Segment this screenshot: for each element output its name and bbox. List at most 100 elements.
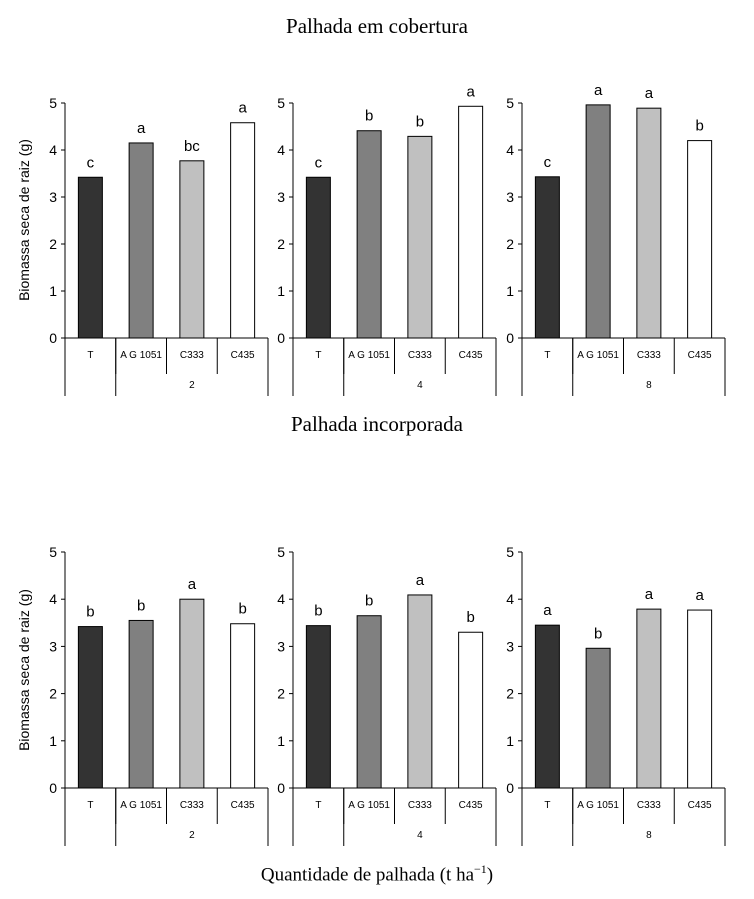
panel-4-sig-letter-4: b: [238, 601, 246, 618]
panel-5-category-label-2: A G 1051: [348, 800, 390, 811]
panel-2-y-tick-label-4: 4: [277, 142, 285, 158]
panel-4-y-tick-label-2: 2: [49, 686, 57, 702]
panel-3-bar-1: [534, 176, 560, 339]
panel-3-sig-letter-3: a: [645, 85, 654, 102]
panel-3-category-label-2: A G 1051: [577, 350, 619, 361]
panel-6-y-tick-label-0: 0: [506, 780, 514, 796]
panel-2-bar-4: [458, 105, 484, 339]
panel-2-y-tick-label-0: 0: [277, 330, 285, 346]
panel-3-category-label-3: C333: [637, 350, 661, 361]
panel-3-y-tick-label-1: 1: [506, 283, 514, 299]
panel-3-bar-4: [687, 140, 713, 339]
panel-1-bar-1: [77, 176, 103, 339]
panel-2-y-tick-label-1: 1: [277, 283, 285, 299]
panel-4-bar-4: [230, 623, 256, 789]
panel-6-y-tick-label-2: 2: [506, 686, 514, 702]
panel-5-bar-3: [407, 594, 433, 789]
panel-1-sig-letter-1: c: [87, 154, 95, 171]
x-axis-label-close: ): [486, 864, 494, 886]
panel-5-y-tick-label-1: 1: [277, 733, 285, 749]
panel-2-category-label-1: T: [315, 350, 321, 361]
panel-6-y-tick-label-1: 1: [506, 733, 514, 749]
panel-3-y-tick-label-3: 3: [506, 189, 514, 205]
panel-2-bar-3: [407, 135, 433, 339]
panel-5-sig-letter-1: b: [314, 603, 322, 620]
panel-2-group-label: 4: [417, 380, 423, 391]
x-axis-label-exponent: −1: [474, 862, 487, 876]
panel-5-sig-letter-2: b: [365, 593, 373, 610]
panel-6-y-tick-label-5: 5: [506, 544, 514, 560]
panel-4-y-tick-label-1: 1: [49, 733, 57, 749]
panel-6-sig-letter-4: a: [695, 587, 704, 604]
x-axis-label: Quantidade de palhada (t ha−1): [0, 862, 754, 886]
panel-2-y-tick-label-5: 5: [277, 95, 285, 111]
panel-5-y-tick-label-0: 0: [277, 780, 285, 796]
panel-2-sig-letter-4: a: [466, 83, 475, 100]
panel-6-sig-letter-3: a: [645, 586, 654, 603]
panel-3-group-label: 8: [646, 380, 652, 391]
panel-1-sig-letter-3: bc: [184, 138, 200, 155]
panel-1-category-label-1: T: [87, 350, 93, 361]
panel-2-category-label-3: C333: [408, 350, 432, 361]
panel-2-bar-2: [356, 130, 382, 339]
panel-4-category-label-4: C435: [231, 800, 255, 811]
panel-4-category-label-1: T: [87, 800, 93, 811]
panel-6-bar-4: [687, 609, 713, 789]
panel-3-sig-letter-4: b: [695, 118, 703, 135]
panel-2-category-label-4: C435: [459, 350, 483, 361]
panel-6-category-label-3: C333: [637, 800, 661, 811]
panel-2-sig-letter-3: b: [416, 113, 424, 130]
panel-4-category-label-3: C333: [180, 800, 204, 811]
panel-2-sig-letter-1: c: [315, 154, 323, 171]
panel-5-y-tick-label-4: 4: [277, 591, 285, 607]
panel-3-bar-3: [636, 107, 662, 339]
panel-4-bar-1: [77, 626, 103, 789]
panel-1-y-tick-label-0: 0: [49, 330, 57, 346]
panel-1-y-tick-label-1: 1: [49, 283, 57, 299]
panel-3-category-label-1: T: [544, 350, 550, 361]
panel-3-y-tick-label-0: 0: [506, 330, 514, 346]
panel-6-category-label-2: A G 1051: [577, 800, 619, 811]
panel-5-group-label: 4: [417, 830, 423, 841]
panel-1-bar-3: [179, 160, 205, 339]
panel-5-y-tick-label-3: 3: [277, 638, 285, 654]
panel-4-y-tick-label-5: 5: [49, 544, 57, 560]
panel-1-bar-2: [128, 142, 154, 339]
panel-4-y-tick-label-0: 0: [49, 780, 57, 796]
panel-1-category-label-2: A G 1051: [120, 350, 162, 361]
panel-1-y-tick-label-3: 3: [49, 189, 57, 205]
bottom-section-title: Palhada incorporada: [290, 412, 463, 436]
panel-2-y-tick-label-2: 2: [277, 236, 285, 252]
panel-1-category-label-3: C333: [180, 350, 204, 361]
panel-4-category-label-2: A G 1051: [120, 800, 162, 811]
panel-5-sig-letter-4: b: [466, 609, 474, 626]
panel-1-bar-4: [230, 122, 256, 339]
panel-5-y-tick-label-2: 2: [277, 686, 285, 702]
panel-5-category-label-4: C435: [459, 800, 483, 811]
panel-6-bar-1: [534, 624, 560, 789]
panel-6-category-label-1: T: [544, 800, 550, 811]
panel-1-group-label: 2: [189, 380, 195, 391]
panel-6-bar-3: [636, 608, 662, 789]
panel-4-sig-letter-3: a: [188, 576, 197, 593]
panel-3-category-label-4: C435: [688, 350, 712, 361]
panel-1-category-label-4: C435: [231, 350, 255, 361]
x-axis-label-text: Quantidade de palhada (t ha: [260, 864, 475, 886]
panel-6-sig-letter-1: a: [543, 602, 552, 619]
panel-4-sig-letter-2: b: [137, 597, 145, 614]
panel-3-y-tick-label-2: 2: [506, 236, 514, 252]
panel-5-y-tick-label-5: 5: [277, 544, 285, 560]
panel-3-y-tick-label-5: 5: [506, 95, 514, 111]
panel-6-category-label-4: C435: [688, 800, 712, 811]
panel-4-sig-letter-1: b: [86, 604, 94, 621]
panel-6-y-tick-label-4: 4: [506, 591, 514, 607]
panel-2-bar-1: [305, 176, 331, 339]
panel-3-sig-letter-1: c: [544, 154, 552, 171]
panel-3-bar-2: [585, 104, 611, 339]
panel-5-bar-1: [305, 625, 331, 789]
panel-6-y-tick-label-3: 3: [506, 638, 514, 654]
panel-1-y-tick-label-5: 5: [49, 95, 57, 111]
panel-1-sig-letter-4: a: [238, 100, 247, 117]
panel-5-bar-4: [458, 631, 484, 789]
panel-1-sig-letter-2: a: [137, 120, 146, 137]
